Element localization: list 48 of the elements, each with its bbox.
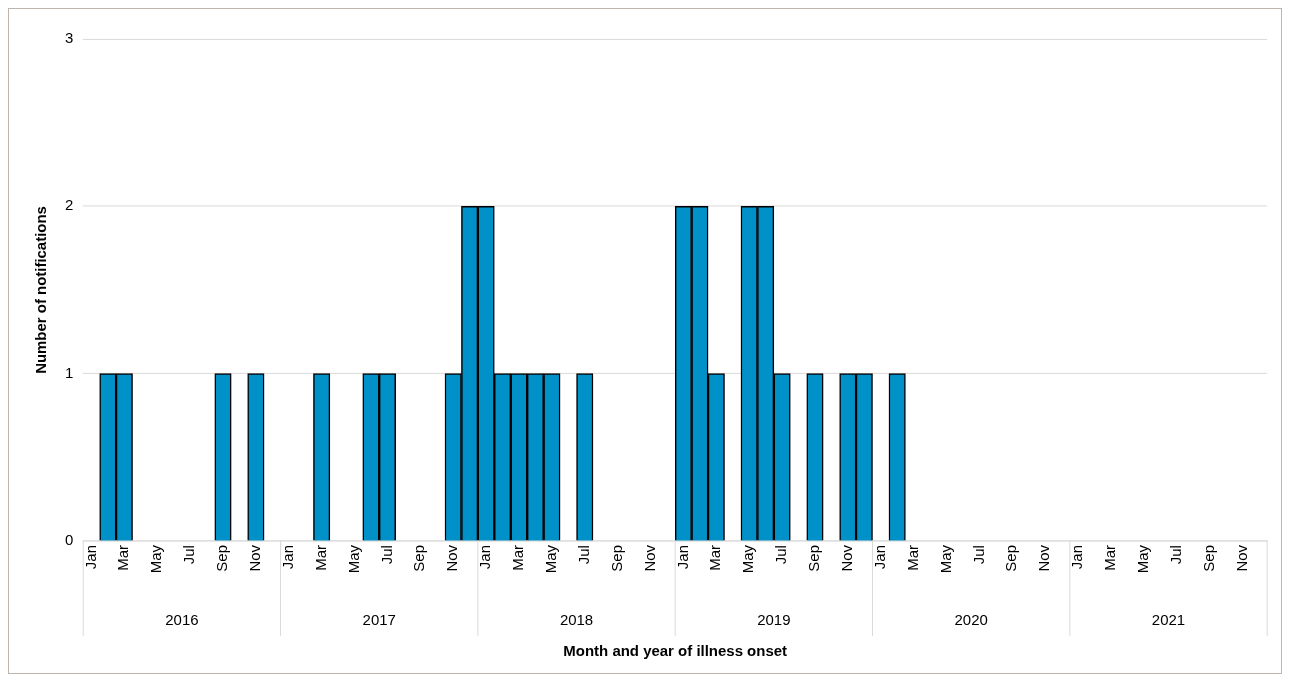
x-tick-label: Jan: [278, 545, 296, 570]
x-tick-label: May: [542, 544, 560, 574]
x-tick-label: Mar: [706, 545, 724, 571]
x-tick-label: Sep: [1199, 545, 1217, 572]
x-tick-label: Jan: [81, 545, 99, 570]
x-tick-label: Sep: [805, 545, 823, 572]
text: 2021: [1151, 610, 1186, 628]
y-tick-label: 1: [64, 363, 74, 381]
x-tick-label: Jul: [772, 545, 790, 565]
x-tick-label: May: [147, 544, 165, 574]
x-tick-label: May: [344, 544, 362, 574]
x-tick-label: Nov: [837, 544, 855, 572]
y-tick-label: 2: [64, 196, 74, 214]
y-tick-label: 0: [64, 531, 74, 549]
text: 2017: [362, 610, 396, 628]
x-tick-label: Nov: [640, 544, 658, 572]
y-tick-label: 3: [64, 29, 74, 47]
text: 2016: [165, 610, 199, 628]
x-tick-label: Jan: [476, 545, 494, 570]
x-tick-label: Mar: [114, 545, 132, 571]
x-tick-label: Jul: [969, 545, 987, 565]
text: 2018: [559, 610, 594, 628]
x-tick-label: Nov: [246, 544, 264, 572]
x-tick-label: Jul: [574, 545, 592, 565]
x-tick-label: Mar: [311, 545, 329, 571]
y-axis-title: Number of notifications: [32, 206, 50, 374]
x-tick-label: Jan: [1068, 545, 1086, 570]
x-tick-label: Jan: [870, 545, 888, 570]
x-tick-label: Jan: [673, 545, 691, 570]
x-tick-label: Mar: [509, 545, 527, 571]
x-tick-label: Jul: [1166, 545, 1184, 565]
x-tick-label: Nov: [443, 544, 461, 572]
x-tick-label: Mar: [1101, 545, 1119, 571]
x-tick-label: Jul: [180, 545, 198, 565]
x-tick-label: Jul: [377, 545, 395, 565]
text: 2019: [757, 610, 791, 628]
x-tick-label: Sep: [410, 545, 428, 572]
x-tick-label: Mar: [903, 545, 921, 571]
x-tick-label: May: [1133, 544, 1151, 574]
x-axis-title: Month and year of illness onset: [563, 642, 788, 660]
x-tick-label: Sep: [607, 545, 625, 572]
x-tick-label: Sep: [1002, 545, 1020, 572]
x-tick-label: Sep: [213, 545, 231, 572]
text: 2020: [954, 610, 988, 628]
x-tick-label: May: [739, 544, 757, 574]
x-tick-label: Nov: [1232, 544, 1250, 572]
x-tick-label: Nov: [1035, 544, 1053, 572]
x-tick-label: May: [936, 544, 954, 574]
